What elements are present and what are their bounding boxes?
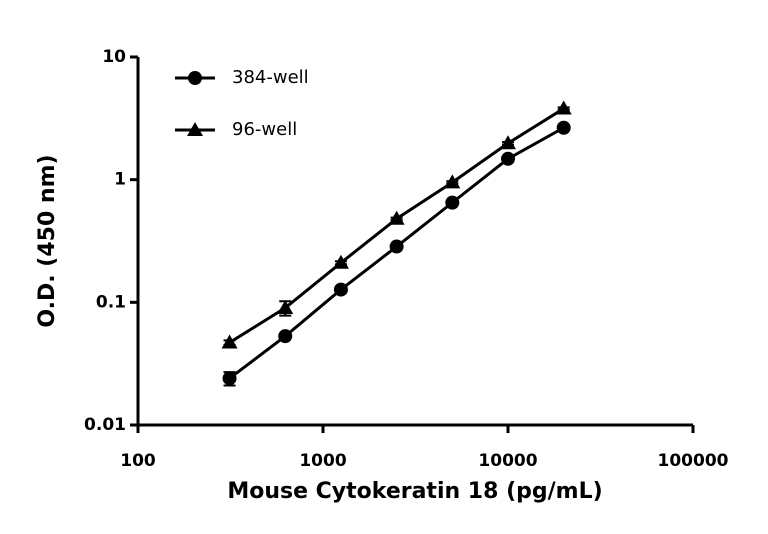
legend-label: 96-well — [232, 119, 297, 140]
x-axis-label: Mouse Cytokeratin 18 (pg/mL) — [227, 479, 602, 504]
data-point — [277, 299, 294, 314]
data-point — [222, 371, 237, 386]
data-point — [388, 210, 405, 225]
y-axis-label: O.D. (450 nm) — [35, 154, 60, 327]
data-point — [501, 151, 515, 166]
data-point — [332, 254, 349, 269]
x-tick-label: 1000 — [299, 451, 346, 471]
x-tick-label: 10000 — [478, 451, 537, 471]
y-tick-label: 0.1 — [96, 292, 126, 312]
data-point — [444, 174, 461, 189]
data-point — [333, 282, 348, 297]
data-point — [389, 239, 404, 254]
y-tick-label: 10 — [102, 47, 126, 67]
y-tick-label: 1 — [114, 170, 126, 190]
x-tick-label: 100000 — [658, 451, 729, 471]
legend-marker — [187, 122, 203, 136]
data-point — [278, 329, 293, 344]
data-point — [221, 334, 238, 349]
y-tick-label: 0.01 — [84, 415, 126, 435]
data-point — [556, 120, 571, 135]
data-point — [445, 195, 460, 210]
data-point — [500, 135, 516, 150]
legend-label: 384-well — [232, 67, 309, 88]
legend-marker — [188, 71, 202, 85]
data-point — [555, 100, 572, 115]
x-tick-label: 100 — [120, 451, 156, 471]
